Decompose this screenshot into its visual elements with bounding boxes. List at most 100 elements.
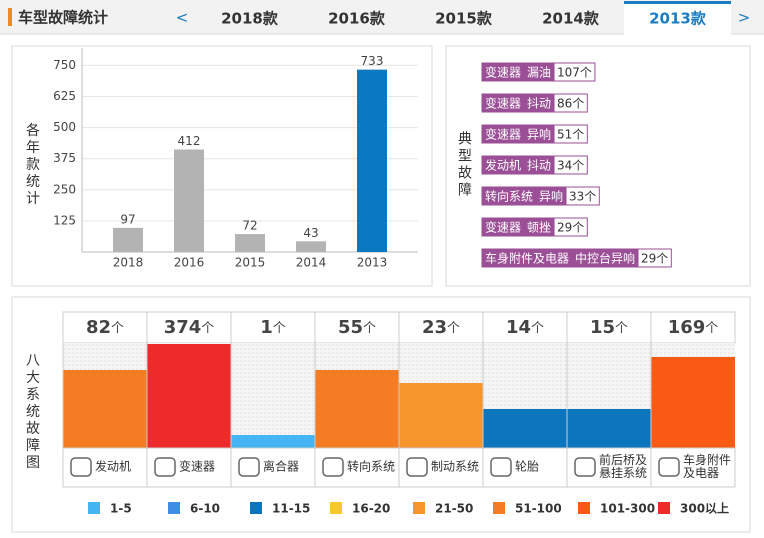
tag-text: 变速器 xyxy=(485,96,521,111)
icon-cell xyxy=(482,447,568,488)
count-label: 15个 xyxy=(590,317,628,338)
x-tick-label: 转向系统 xyxy=(347,459,395,474)
legend-label: 21-50 xyxy=(435,502,473,516)
tag-text: 异响 xyxy=(527,127,551,142)
tag-cell xyxy=(553,155,588,175)
count-value: 82 xyxy=(86,317,111,338)
bar xyxy=(399,383,483,448)
icon-cell xyxy=(62,447,148,488)
tab[interactable]: 2015款 xyxy=(435,10,493,28)
system-icon xyxy=(490,457,512,477)
x-tick-label: 发动机 xyxy=(95,459,131,474)
x-tick-label: 2015 xyxy=(235,256,266,270)
count-label: 169个 xyxy=(668,317,719,338)
count-unit: 个 xyxy=(447,321,460,336)
system-icon xyxy=(322,457,344,477)
value-label: 72 xyxy=(242,219,257,233)
count-unit: 个 xyxy=(531,321,544,336)
system-icon xyxy=(238,457,260,477)
active-tab-bg xyxy=(624,1,731,35)
tab[interactable]: 2018款 xyxy=(221,10,279,28)
icon-cell xyxy=(398,447,484,488)
y-tick-label: 500 xyxy=(53,120,76,134)
next-button[interactable]: > xyxy=(738,9,751,27)
icon-cell xyxy=(314,447,400,488)
tag-text: 变速器 xyxy=(485,65,521,80)
tag-text: 变速器 xyxy=(485,127,521,142)
y-tick-label: 625 xyxy=(53,89,76,103)
icon-cell xyxy=(650,447,736,488)
bar xyxy=(147,344,231,448)
system-icon xyxy=(154,457,176,477)
legend-swatch xyxy=(658,502,670,514)
tab[interactable]: 2013款 xyxy=(649,10,707,28)
bar xyxy=(483,409,567,448)
tag-text: 顿挫 xyxy=(527,221,551,235)
value-label: 43 xyxy=(303,226,318,240)
system-icon xyxy=(658,457,680,477)
tag-cell xyxy=(553,124,588,144)
count-value: 1 xyxy=(260,317,273,338)
legend-swatch xyxy=(493,502,505,514)
count-unit: 个 xyxy=(615,321,628,336)
tag-text: 漏油 xyxy=(527,66,551,80)
y-tick-label: 750 xyxy=(53,58,76,72)
tag-text: 发动机 xyxy=(485,158,521,173)
legend-swatch xyxy=(250,502,262,514)
count-unit: 个 xyxy=(363,321,376,336)
tag-cell xyxy=(637,248,672,268)
x-tick-label: 制动系统 xyxy=(431,460,479,474)
legend-label: 16-20 xyxy=(352,502,390,516)
count-value: 23 xyxy=(422,317,447,338)
count-label: 82个 xyxy=(86,317,124,338)
legend-label: 51-100 xyxy=(515,502,562,516)
system-icon xyxy=(406,457,428,477)
legend-swatch xyxy=(88,502,100,514)
tag-text: 抖动 xyxy=(527,159,551,173)
count-value: 55 xyxy=(338,317,363,338)
count-label: 23个 xyxy=(422,317,460,338)
count-label: 55个 xyxy=(338,317,376,338)
tag-cell xyxy=(553,62,596,82)
count-value: 15 xyxy=(590,317,615,338)
count-label: 14个 xyxy=(506,317,544,338)
x-tick-label: 前后桥及 xyxy=(599,452,647,467)
count-value: 169 xyxy=(668,317,706,338)
page-title: 车型故障统计 xyxy=(18,9,108,27)
tab[interactable]: 2014款 xyxy=(542,10,600,28)
x-tick-label: 变速器 xyxy=(179,459,215,474)
count-unit: 个 xyxy=(111,321,124,336)
count-label: 374个 xyxy=(164,317,215,338)
tab[interactable]: 2016款 xyxy=(328,10,386,28)
prev-button[interactable]: < xyxy=(176,9,189,27)
x-tick-label: 及电器 xyxy=(683,466,719,480)
bar xyxy=(231,435,315,448)
count-unit: 个 xyxy=(705,321,718,336)
value-label: 412 xyxy=(178,134,201,148)
tag-cell xyxy=(565,186,600,206)
tag-text: 29个 xyxy=(557,221,584,235)
bar xyxy=(315,370,399,448)
fault-label: 典型故障 xyxy=(456,131,472,199)
tag-text: 变速器 xyxy=(485,220,521,235)
tag-text: 异响 xyxy=(539,189,563,204)
bar xyxy=(567,409,651,448)
legend-swatch xyxy=(578,502,590,514)
bar xyxy=(63,370,147,448)
x-tick-label: 离合器 xyxy=(263,459,299,474)
count-value: 14 xyxy=(506,317,531,338)
bar xyxy=(651,357,735,448)
legend-label: 6-10 xyxy=(190,502,220,516)
bar xyxy=(113,227,143,252)
x-tick-label: 2016 xyxy=(174,256,205,270)
tag-text: 抖动 xyxy=(527,97,551,111)
bar xyxy=(296,241,326,252)
tag-text: 51个 xyxy=(557,128,584,142)
x-tick-label: 2014 xyxy=(296,256,327,270)
tag-text: 34个 xyxy=(557,159,584,173)
tag-cell xyxy=(553,93,588,113)
system-icon xyxy=(70,457,92,477)
bar xyxy=(235,234,265,252)
tag-text: 107个 xyxy=(557,66,592,80)
